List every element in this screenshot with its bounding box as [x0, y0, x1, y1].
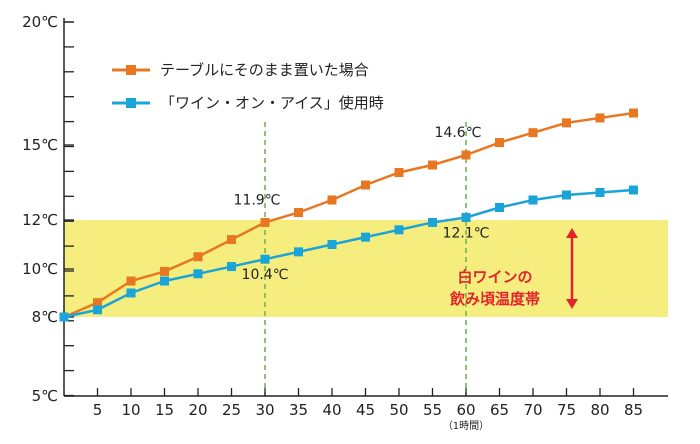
x-tick-label-20: 20 — [188, 401, 207, 419]
legend-marker-1 — [126, 98, 136, 108]
series-0-point — [227, 235, 236, 245]
x-tick-label-25: 25 — [222, 401, 241, 419]
annotation-2: 14.6℃ — [435, 125, 482, 141]
series-1-point — [260, 254, 270, 264]
series-line-1 — [63, 188, 634, 319]
series-1-point — [595, 188, 605, 197]
annotations: 11.9℃ 10.4℃ 14.6℃ 12.1℃ — [234, 125, 490, 283]
series-0-point — [562, 118, 571, 128]
x-tick-label-60: 60 — [456, 401, 475, 419]
x-tick-label-75: 75 — [557, 401, 576, 419]
series-1-point — [495, 203, 504, 212]
y-tick-label-8: 8℃ — [32, 308, 58, 326]
series-0-point — [260, 217, 270, 227]
series-0-point — [595, 113, 605, 123]
series-1-point — [394, 225, 404, 235]
x-tick-label-40: 40 — [322, 401, 341, 419]
arrow-head-up — [566, 228, 578, 238]
series-1-point — [361, 232, 370, 242]
series-1-point — [227, 262, 236, 272]
y-tick-label-15: 15℃ — [22, 136, 58, 154]
x-tick-label-35: 35 — [289, 401, 308, 419]
series-0-point — [495, 138, 504, 148]
series-lines — [59, 108, 638, 322]
series-1-point — [93, 305, 102, 315]
x-tick-sublabel: （1時間） — [443, 420, 489, 432]
series-1-point — [428, 217, 437, 227]
series-1-point — [327, 240, 337, 249]
series-1-point — [562, 190, 571, 200]
series-0-point — [528, 128, 538, 138]
series-1-point — [126, 288, 136, 298]
x-tick-label-65: 65 — [490, 401, 509, 419]
series-1-point — [59, 312, 69, 322]
y-ticks: 20℃ 15℃ 12℃ 10℃ 8℃ 5℃ — [22, 13, 74, 405]
series-1-point — [294, 247, 303, 257]
y-tick-label-12: 12℃ — [22, 211, 58, 229]
band-label-line2: 飲み頃温度帯 — [449, 290, 540, 308]
x-tick-label-5: 5 — [93, 401, 103, 419]
x-tick-label-15: 15 — [155, 401, 174, 419]
x-tick-label-50: 50 — [389, 401, 408, 419]
series-line-0 — [63, 111, 634, 319]
series-0-point — [93, 298, 102, 308]
legend-marker-0 — [126, 65, 136, 75]
y-tick-label-5: 5℃ — [32, 387, 58, 405]
x-ticks: 5 10 15 20 25 30 35 40 45 50 55 60（1時間）65 70 75 80 85 — [93, 388, 643, 432]
legend-label-1: 「ワイン・オン・アイス」使用時 — [160, 94, 384, 112]
x-tick-label-80: 80 — [590, 401, 609, 419]
series-0-point — [428, 160, 437, 170]
x-tick-label-85: 85 — [624, 401, 643, 419]
x-tick-label-70: 70 — [523, 401, 542, 419]
x-tick-label-30: 30 — [255, 401, 274, 419]
x-tick-label-10: 10 — [121, 401, 140, 419]
annotation-0: 11.9℃ — [234, 192, 281, 208]
legend: テーブルにそのまま置いた場合「ワイン・オン・アイス」使用時 — [112, 61, 384, 112]
series-0-point — [361, 180, 370, 190]
series-0-point — [294, 208, 303, 217]
annotation-3: 12.1℃ — [443, 226, 490, 242]
x-tick-label-45: 45 — [356, 401, 375, 419]
x-tick-label-55: 55 — [423, 401, 442, 419]
series-0-point — [160, 266, 169, 276]
series-0-point — [126, 276, 136, 286]
band-arrow — [566, 228, 578, 309]
series-1-point — [528, 195, 538, 205]
arrow-head-down — [566, 299, 578, 309]
series-0-point — [629, 108, 638, 118]
annotation-1: 10.4℃ — [242, 267, 289, 283]
series-0-point — [193, 252, 203, 262]
y-tick-label-20: 20℃ — [22, 13, 58, 31]
legend-label-0: テーブルにそのまま置いた場合 — [160, 61, 369, 79]
series-1-point — [461, 213, 471, 222]
series-0-point — [394, 168, 404, 177]
series-0-point — [461, 150, 471, 160]
series-1-point — [193, 269, 203, 279]
band-label-line1: 白ワインの — [457, 268, 532, 286]
series-1-point — [629, 185, 638, 195]
y-tick-label-10: 10℃ — [22, 260, 58, 278]
series-1-point — [160, 276, 169, 286]
series-0-point — [327, 195, 337, 205]
